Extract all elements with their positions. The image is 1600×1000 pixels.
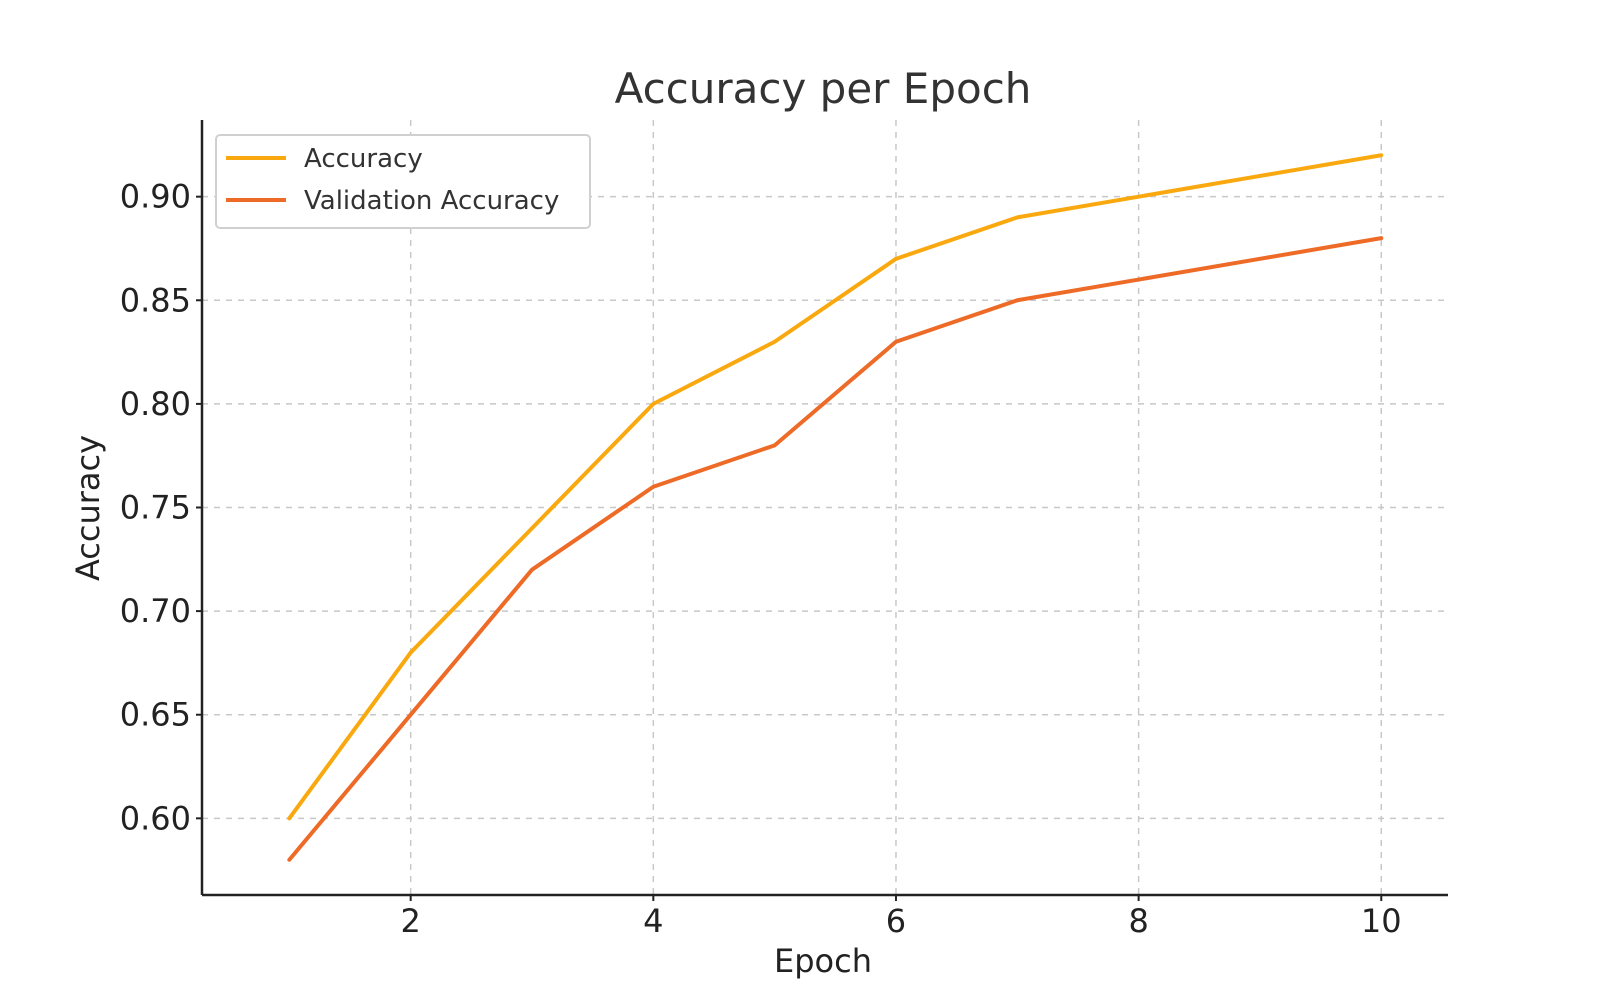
y-tick-label-5: 0.85	[120, 281, 191, 319]
legend: Accuracy Validation Accuracy	[215, 134, 591, 229]
tick-labels: 2 4 6 8 10 0.60 0.65 0.70 0.75 0.80 0.85 0.90	[120, 178, 1402, 940]
x-tick-label-4: 10	[1361, 902, 1402, 940]
y-tick-label-3: 0.75	[120, 489, 191, 527]
x-tick-label-2: 6	[886, 902, 906, 940]
series-line-validation-accuracy	[287, 236, 1384, 862]
x-tick-label-1: 4	[643, 902, 663, 940]
legend-label-accuracy: Accuracy	[304, 144, 423, 174]
legend-label-validation-accuracy: Validation Accuracy	[304, 186, 559, 216]
y-tick-label-2: 0.70	[120, 592, 191, 630]
series-lines	[287, 153, 1384, 862]
y-tick-label-1: 0.65	[120, 696, 191, 734]
x-tick-label-0: 2	[400, 902, 420, 940]
y-tick-label-4: 0.80	[120, 385, 191, 423]
x-axis-label: Epoch	[774, 942, 872, 980]
legend-box	[215, 134, 591, 229]
x-tick-label-3: 8	[1128, 902, 1148, 940]
series-line-accuracy	[287, 153, 1384, 821]
axes	[196, 120, 1448, 901]
y-tick-label-0: 0.60	[120, 799, 191, 837]
chart-title: Accuracy per Epoch	[615, 64, 1032, 113]
y-axis-label: Accuracy	[69, 435, 107, 581]
y-tick-label-6: 0.90	[120, 178, 191, 216]
